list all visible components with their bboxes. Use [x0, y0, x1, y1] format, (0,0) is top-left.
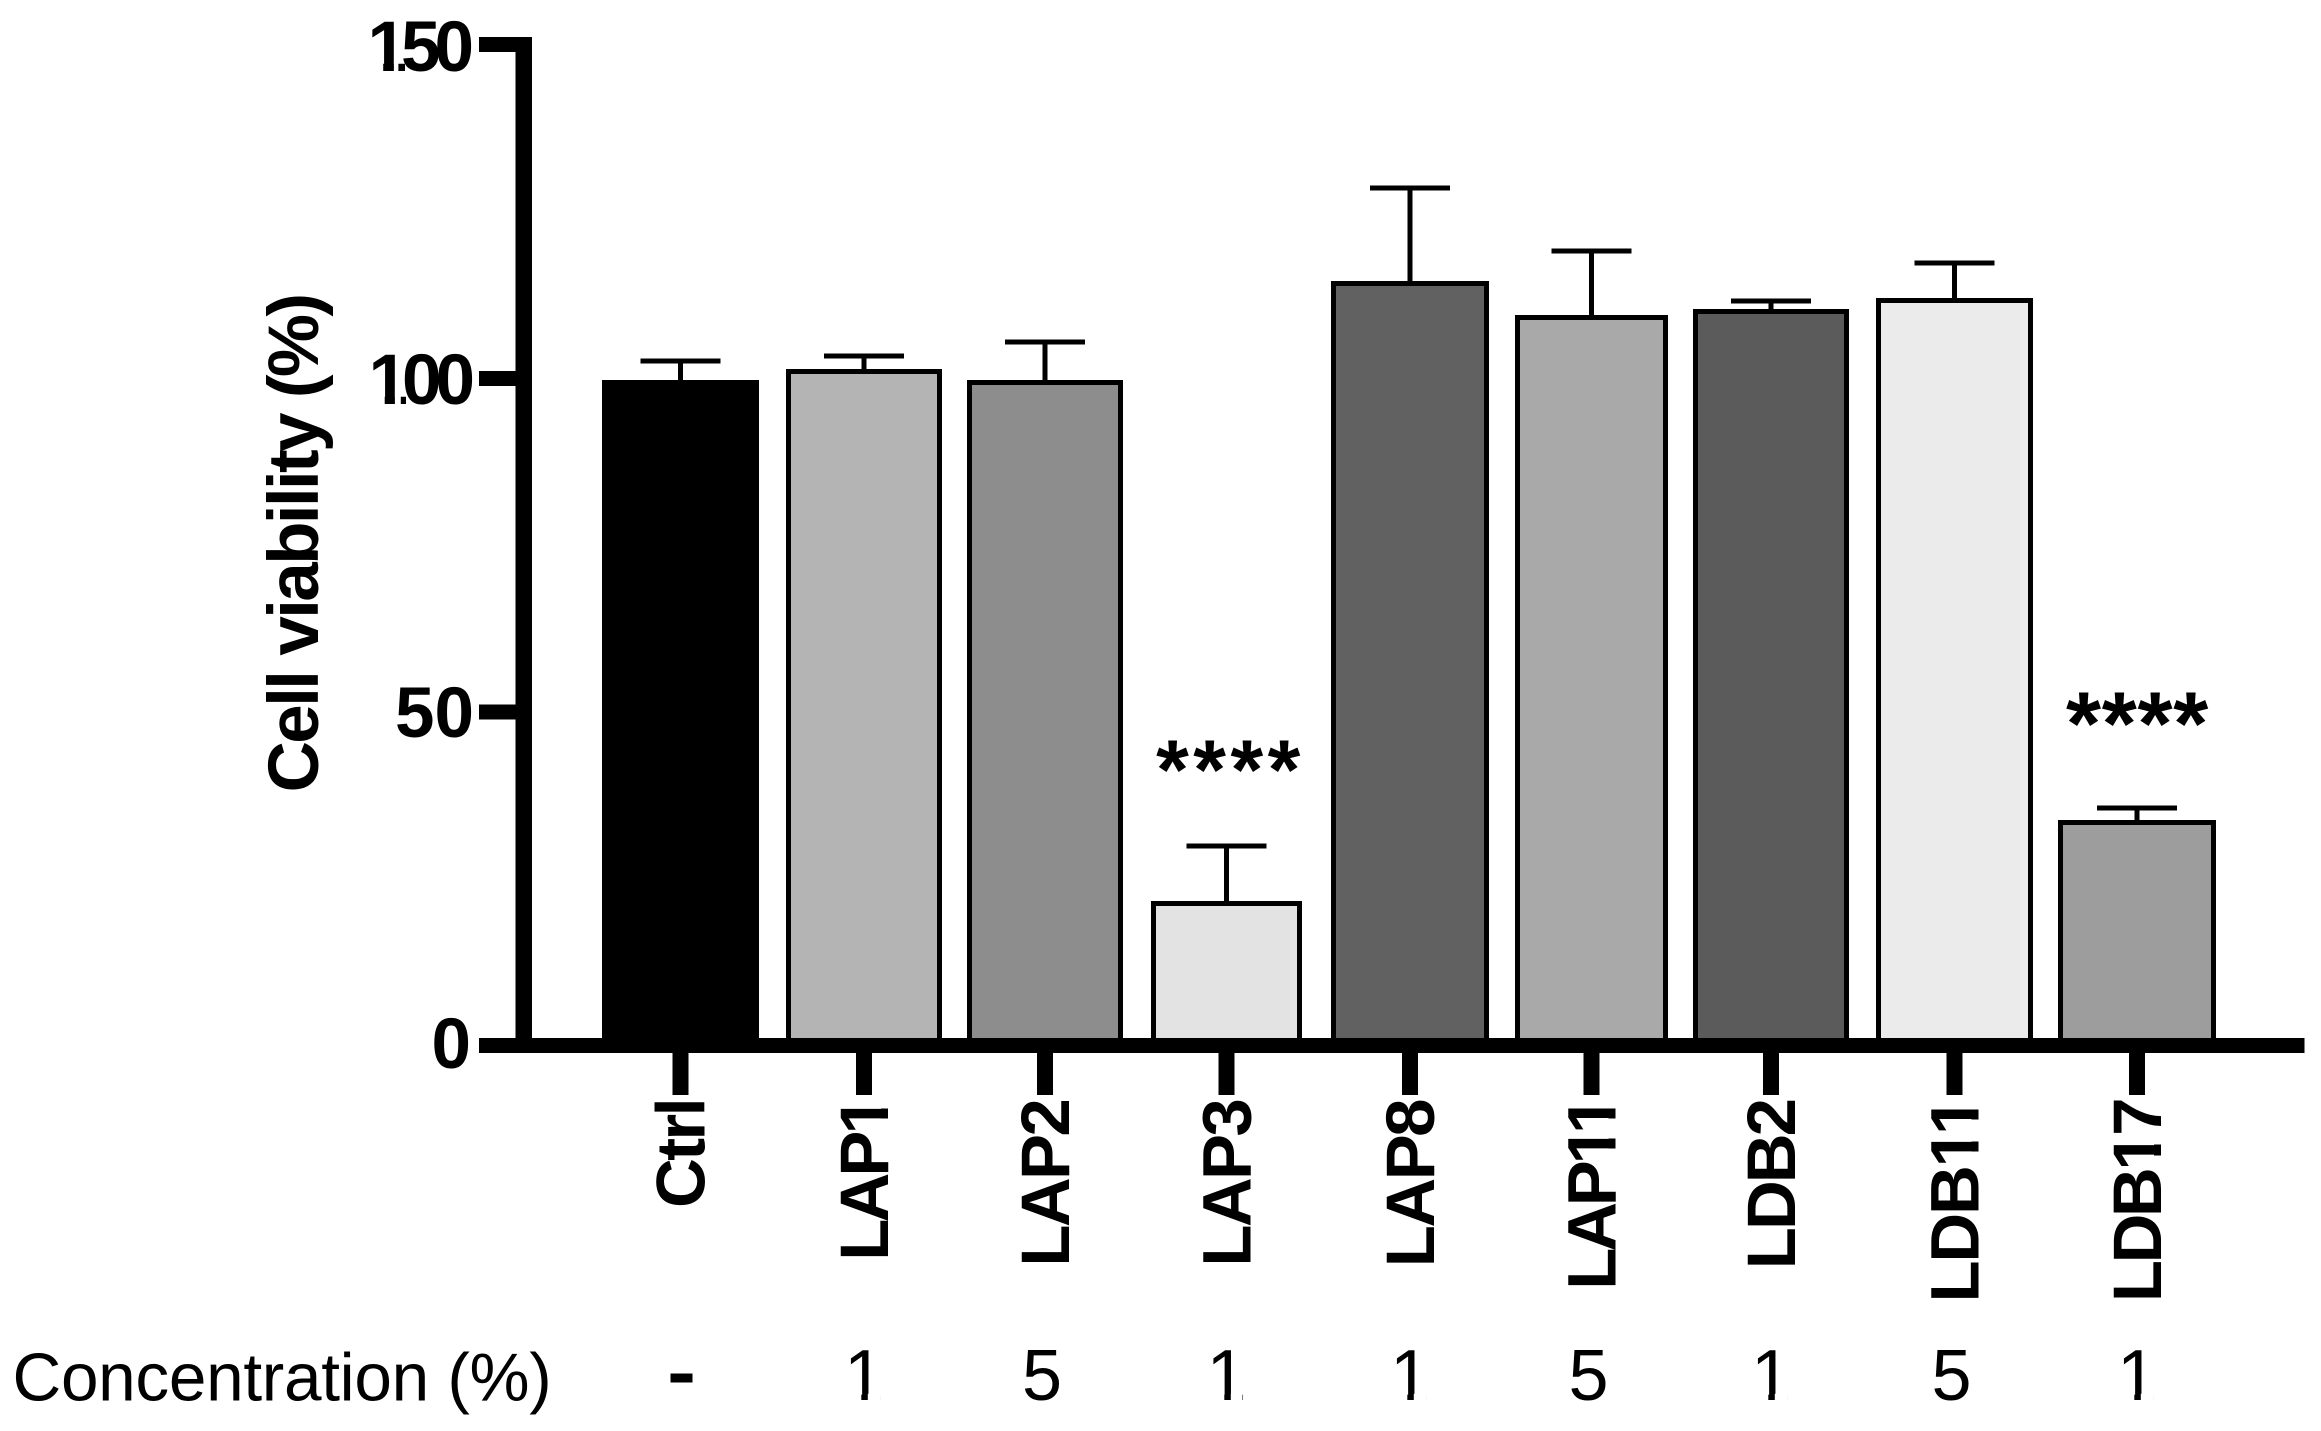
svg-text:Concentration (%): Concentration (%) — [13, 1341, 552, 1416]
svg-text:LAP2: LAP2 — [1007, 1101, 1084, 1267]
svg-text:5: 5 — [1931, 1336, 1971, 1416]
svg-text:1: 1 — [1390, 1336, 1430, 1416]
svg-text:5: 5 — [1022, 1336, 1062, 1416]
svg-text:****: **** — [2066, 675, 2209, 775]
svg-text:****: **** — [1156, 723, 1305, 817]
svg-text:LAP1: LAP1 — [826, 1097, 903, 1260]
svg-text:1: 1 — [844, 1336, 884, 1416]
svg-text:LAP3: LAP3 — [1189, 1101, 1266, 1267]
svg-text:1: 1 — [2117, 1336, 2157, 1416]
svg-text:Ctrl: Ctrl — [643, 1100, 720, 1208]
svg-text:50: 50 — [395, 674, 474, 753]
svg-text:150: 150 — [368, 8, 472, 87]
svg-text:Cell viability (%): Cell viability (%) — [255, 296, 334, 793]
svg-text:100: 100 — [369, 341, 473, 420]
svg-text:LDB11: LDB11 — [1917, 1098, 1994, 1302]
svg-text:5: 5 — [1568, 1336, 1608, 1416]
svg-text:1: 1 — [1751, 1336, 1791, 1416]
svg-text:1: 1 — [1206, 1336, 1246, 1416]
svg-text:LAP11: LAP11 — [1554, 1097, 1631, 1290]
svg-text:LDB2: LDB2 — [1733, 1100, 1810, 1269]
svg-text:LDB17: LDB17 — [2099, 1100, 2176, 1302]
svg-text:0: 0 — [432, 1005, 469, 1084]
svg-text:LAP8: LAP8 — [1372, 1100, 1449, 1267]
